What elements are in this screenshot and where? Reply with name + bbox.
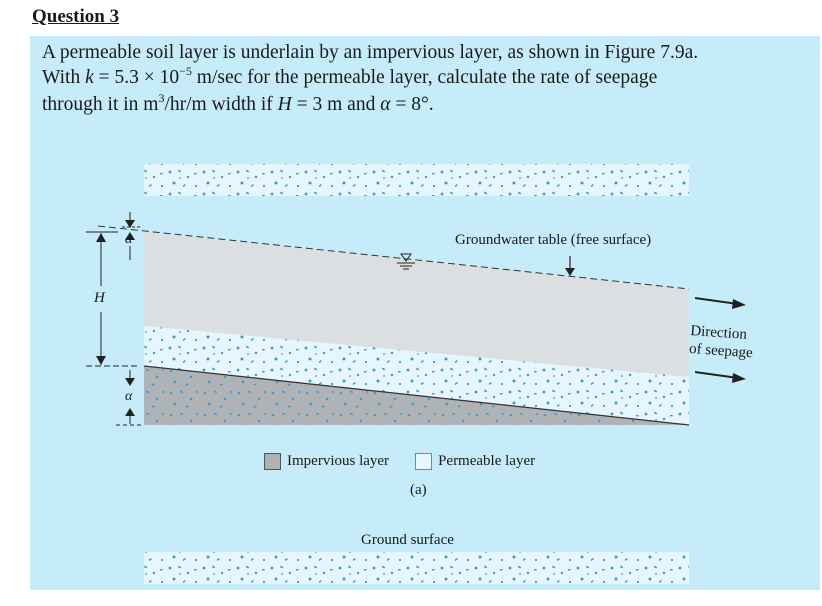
H-dimension: [86, 231, 140, 367]
question-heading: Question 3: [32, 6, 120, 27]
groundwater-arrow: [565, 256, 575, 276]
legend: Impervious layer Permeable layer: [264, 453, 535, 470]
problem-statement: A permeable soil layer is underlain by a…: [42, 40, 812, 119]
saturated-zone: [144, 232, 689, 377]
impervious-swatch: [264, 453, 281, 470]
problem-panel: A permeable soil layer is underlain by a…: [30, 36, 820, 590]
seepage-figure: [86, 164, 746, 584]
permeable-band: [144, 326, 689, 425]
ground-surface-strip: [144, 552, 689, 584]
alpha-symbol-top: α: [125, 232, 133, 247]
impervious-boundary: [143, 365, 690, 426]
top-permeable-strip: [144, 164, 689, 196]
ground-surface-label: Ground surface: [361, 532, 454, 548]
alpha-marker-top: [122, 212, 140, 260]
seepage-arrow-top: [694, 297, 746, 309]
seepage-arrow-bottom: [694, 371, 746, 383]
legend-permeable-label: Permeable layer: [438, 453, 536, 469]
permeable-swatch: [415, 453, 433, 470]
water-table-symbol: [397, 253, 415, 270]
problem-line-3: through it in m3/hr/m width if H = 3 m a…: [42, 91, 434, 115]
groundwater-table-line: [97, 225, 690, 290]
alpha-marker-bottom: [116, 370, 142, 426]
H-symbol: H: [94, 290, 105, 306]
problem-line-1: A permeable soil layer is underlain by a…: [42, 42, 699, 63]
alpha-symbol-bottom: α: [125, 389, 133, 404]
direction-of-seepage-label: Direction of seepage: [688, 322, 754, 362]
legend-impervious-label: Impervious layer: [287, 453, 390, 469]
problem-line-2: With k = 5.3 × 10−5 m/sec for the permea…: [42, 64, 658, 88]
groundwater-label: Groundwater table (free surface): [455, 232, 652, 248]
figure-caption: (a): [410, 482, 427, 498]
